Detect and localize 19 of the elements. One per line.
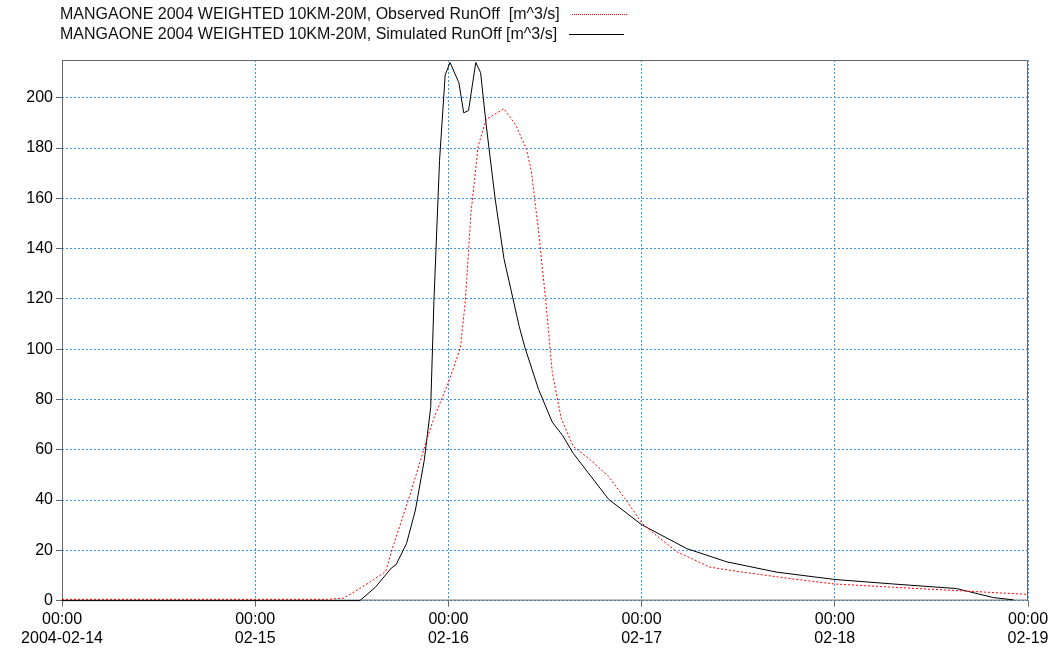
y-tick-label: 60 <box>35 440 54 458</box>
x-tick-label: 00:00 2004-02-14 <box>21 609 104 646</box>
y-tick-label: 180 <box>26 138 54 156</box>
y-tick-label: 200 <box>26 88 54 106</box>
x-tick-label: 00:00 02-15 <box>234 609 276 646</box>
y-tick-label: 120 <box>26 289 54 307</box>
x-tick-label: 00:00 02-18 <box>814 609 856 646</box>
x-tick-label: 00:00 02-16 <box>427 609 469 646</box>
x-tick-label: 00:00 02-19 <box>1007 609 1049 646</box>
y-tick-label: 0 <box>44 591 54 609</box>
y-tick-label: 20 <box>35 540 54 558</box>
y-tick-label: 160 <box>26 188 54 206</box>
y-tick-label: 80 <box>35 389 54 407</box>
legend-label: MANGAONE 2004 WEIGHTED 10KM-20M, Observed RunOff [m^3/s] <box>60 4 560 24</box>
legend-label: MANGAONE 2004 WEIGHTED 10KM-20M, Simulated RunOff [m^3/s] <box>60 24 558 44</box>
y-tick-label: 140 <box>26 238 54 256</box>
y-tick-label: 40 <box>35 490 54 508</box>
x-tick-label: 00:00 02-17 <box>621 609 663 646</box>
y-tick-label: 100 <box>26 339 54 357</box>
